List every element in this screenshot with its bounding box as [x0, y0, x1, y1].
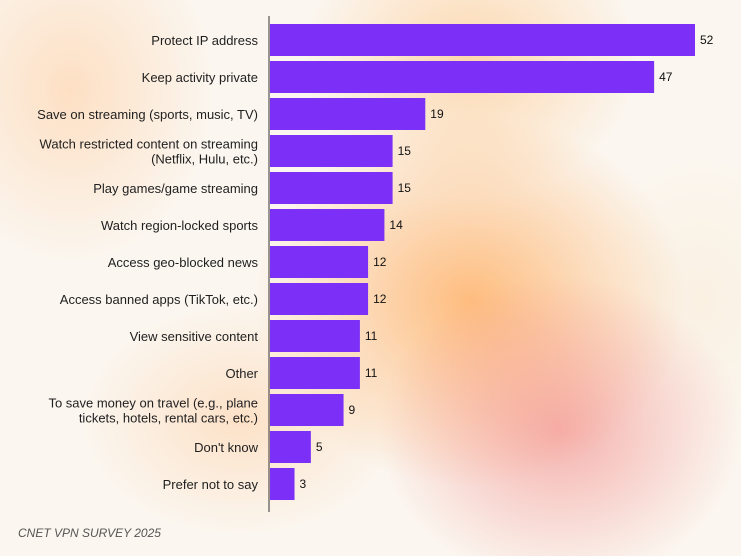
category-label: Access geo-blocked news: [108, 255, 259, 270]
category-label-line: Other: [225, 366, 258, 381]
data-label: 3: [300, 477, 307, 491]
bar: [270, 61, 655, 93]
data-label: 12: [373, 292, 387, 306]
category-label-line: Keep activity private: [142, 70, 258, 85]
data-label: 15: [398, 144, 412, 158]
category-label-line: To save money on travel (e.g., plane: [48, 396, 258, 411]
category-label-line: Protect IP address: [151, 33, 258, 48]
category-label: Protect IP address: [151, 33, 258, 48]
bar: [270, 246, 369, 278]
bar: [270, 209, 385, 241]
category-label: Save on streaming (sports, music, TV): [37, 107, 258, 122]
category-label-line: Prefer not to say: [163, 477, 259, 492]
bar: [270, 172, 393, 204]
bar: [270, 357, 360, 389]
category-label-line: Access banned apps (TikTok, etc.): [60, 292, 258, 307]
category-label: Play games/game streaming: [93, 181, 258, 196]
bar: [270, 394, 344, 426]
bar: [270, 320, 360, 352]
category-label: Other: [225, 366, 258, 381]
category-label: View sensitive content: [130, 329, 259, 344]
data-label: 12: [373, 255, 387, 269]
bar: [270, 98, 426, 130]
category-label: Keep activity private: [142, 70, 258, 85]
category-label-line: Access geo-blocked news: [108, 255, 259, 270]
category-label: Don't know: [194, 440, 259, 455]
category-label-line: (Netflix, Hulu, etc.): [151, 152, 258, 167]
bar: [270, 468, 295, 500]
category-label-line: Don't know: [194, 440, 259, 455]
data-label: 5: [316, 440, 323, 454]
data-label: 15: [398, 181, 412, 195]
category-label: To save money on travel (e.g., plane tick…: [48, 396, 258, 426]
data-label: 11: [365, 366, 378, 380]
category-label-line: Watch restricted content on streaming: [40, 137, 258, 152]
data-label: 52: [700, 33, 714, 47]
category-label: Watch region-locked sports: [101, 218, 259, 233]
category-label: Watch restricted content on streaming (Ne…: [40, 137, 258, 167]
category-label-line: tickets, hotels, rental cars, etc.): [79, 411, 258, 426]
data-label: 9: [349, 403, 356, 417]
category-label-line: View sensitive content: [130, 329, 259, 344]
category-label-line: Play games/game streaming: [93, 181, 258, 196]
category-label: Prefer not to say: [163, 477, 259, 492]
data-label: 19: [430, 107, 444, 121]
bar: [270, 283, 369, 315]
category-label-line: Watch region-locked sports: [101, 218, 259, 233]
data-label: 14: [389, 218, 403, 232]
source-caption: CNET VPN SURVEY 2025: [18, 526, 161, 540]
category-label-line: Save on streaming (sports, music, TV): [37, 107, 258, 122]
data-label: 47: [659, 70, 673, 84]
bar: [270, 24, 695, 56]
category-label: Access banned apps (TikTok, etc.): [60, 292, 258, 307]
bar: [270, 431, 311, 463]
data-label: 11: [365, 329, 378, 343]
bar: [270, 135, 393, 167]
